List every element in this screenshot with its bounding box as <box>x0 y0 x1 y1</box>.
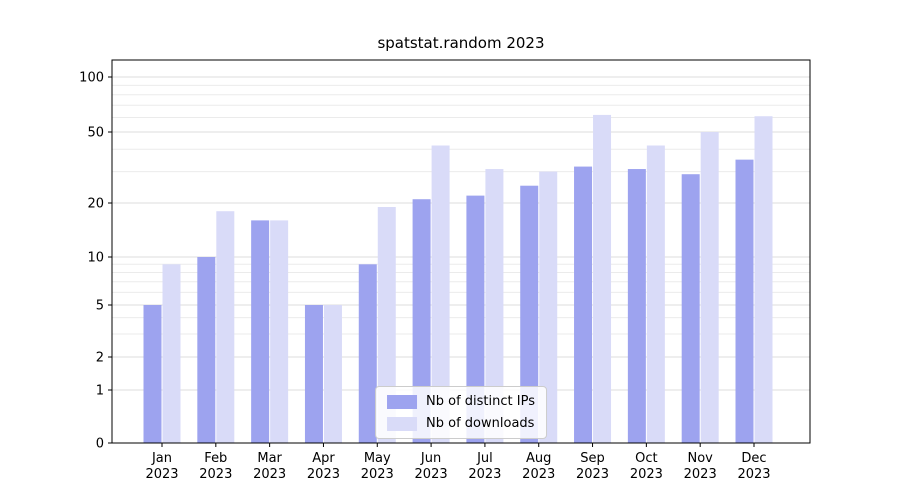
x-tick-label-year: 2023 <box>253 467 286 482</box>
bar-distinct-ips <box>627 169 646 443</box>
x-tick-label-year: 2023 <box>361 467 394 482</box>
legend-swatch-downloads <box>387 416 418 431</box>
bar-downloads <box>431 145 450 443</box>
bar-distinct-ips <box>466 195 485 443</box>
bar-downloads <box>377 206 396 443</box>
x-tick-label-month: Jun <box>420 451 441 466</box>
x-tick-label-year: 2023 <box>576 467 609 482</box>
bar-downloads <box>754 116 773 444</box>
bar-distinct-ips <box>251 220 270 443</box>
bar-distinct-ips <box>735 159 754 443</box>
bar-downloads <box>485 169 504 443</box>
legend-swatch-distinct-ips <box>387 394 418 409</box>
x-tick-label-year: 2023 <box>307 467 340 482</box>
x-tick-label-month: Oct <box>635 451 657 466</box>
bar-downloads <box>162 264 181 443</box>
bar-distinct-ips <box>681 174 700 443</box>
x-tick-label-month: Mar <box>257 451 282 466</box>
x-tick-label-month: Aug <box>526 451 551 466</box>
bar-distinct-ips <box>358 264 377 443</box>
y-tick-label: 5 <box>96 299 104 314</box>
x-tick-label-year: 2023 <box>415 467 448 482</box>
legend-item: Nb of distinct IPs <box>387 394 535 409</box>
y-tick-label: 10 <box>87 251 104 266</box>
bar-downloads <box>323 305 342 443</box>
chart-title: spatstat.random 2023 <box>377 34 545 52</box>
bar-distinct-ips <box>520 185 539 444</box>
y-tick-label: 20 <box>87 197 104 212</box>
bar-downloads <box>270 220 289 443</box>
x-tick-label-month: Feb <box>204 451 227 466</box>
bar-downloads <box>700 132 719 443</box>
x-tick-label-month: May <box>364 451 391 466</box>
legend: Nb of distinct IPs Nb of downloads <box>375 386 547 439</box>
x-tick-label-year: 2023 <box>199 467 232 482</box>
legend-label-distinct-ips: Nb of distinct IPs <box>426 394 535 409</box>
bar-downloads <box>593 114 612 444</box>
x-tick-label-year: 2023 <box>630 467 663 482</box>
plot-border <box>111 59 811 444</box>
x-tick-label-year: 2023 <box>737 467 770 482</box>
bar-downloads <box>539 171 558 443</box>
x-tick-label-year: 2023 <box>684 467 717 482</box>
bar-distinct-ips <box>574 166 593 443</box>
x-tick-label-month: Sep <box>580 451 605 466</box>
bar-distinct-ips <box>412 199 431 443</box>
x-tick-label-year: 2023 <box>468 467 501 482</box>
x-tick-label-year: 2023 <box>522 467 555 482</box>
x-tick-label-year: 2023 <box>145 467 178 482</box>
y-tick-label: 100 <box>79 71 104 86</box>
y-tick-label: 50 <box>87 126 104 141</box>
x-tick-label-month: Dec <box>741 451 766 466</box>
y-tick-label: 0 <box>96 437 104 452</box>
y-tick-label: 2 <box>96 351 104 366</box>
x-tick-label-month: Nov <box>687 451 713 466</box>
bar-distinct-ips <box>304 305 323 443</box>
bar-downloads <box>646 145 665 443</box>
bar-downloads <box>216 211 235 443</box>
x-tick-label-month: Jul <box>476 451 493 466</box>
bar-distinct-ips <box>197 257 216 443</box>
legend-label-downloads: Nb of downloads <box>426 416 535 431</box>
x-tick-label-month: Apr <box>312 451 335 466</box>
y-tick-label: 1 <box>96 384 104 399</box>
bar-distinct-ips <box>143 305 162 443</box>
x-tick-label-month: Jan <box>151 451 172 466</box>
legend-item: Nb of downloads <box>387 416 535 431</box>
